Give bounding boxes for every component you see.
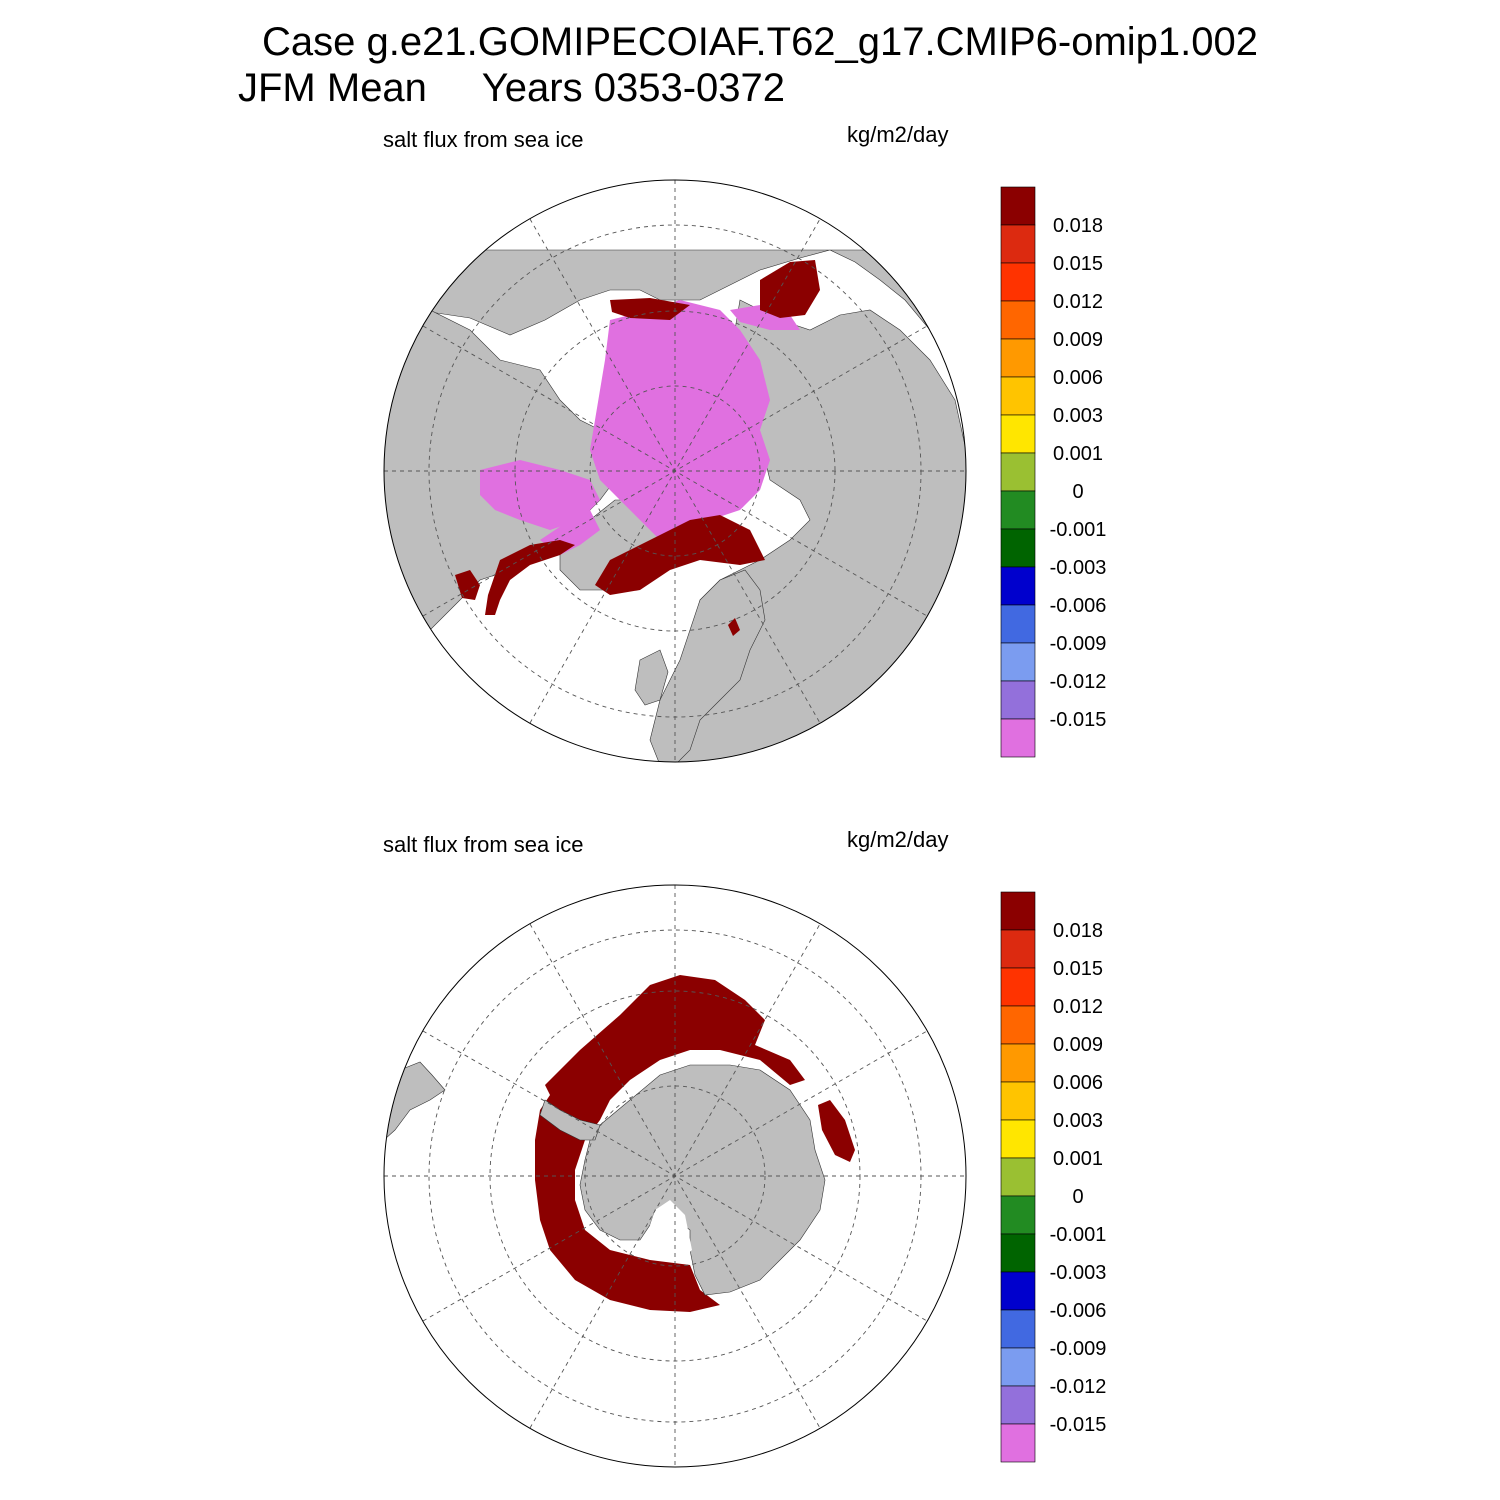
north-colorbar-swatch (1000, 604, 1036, 644)
north-colorbar-tick-label: -0.001 (1050, 519, 1107, 541)
south-colorbar-swatch (1000, 1347, 1036, 1387)
north-colorbar-swatch (1000, 300, 1036, 340)
south-colorbar-swatch (1000, 1195, 1036, 1235)
south-colorbar-tick-label: -0.012 (1050, 1376, 1107, 1398)
north-colorbar-tick-label: 0 (1072, 481, 1083, 503)
north-ice-edge-st-lawrence (455, 570, 480, 600)
south-colorbar-tick-label: -0.001 (1050, 1224, 1107, 1246)
south-colorbar-tick-label: -0.015 (1050, 1414, 1107, 1436)
south-colorbar-tick-label: -0.006 (1050, 1300, 1107, 1322)
north-colorbar-swatch (1000, 262, 1036, 302)
figure-title-line1: Case g.e21.GOMIPECOIAF.T62_g17.CMIP6-omi… (262, 20, 1259, 64)
north-colorbar-tick-label: 0.006 (1053, 367, 1103, 389)
north-colorbar-tick-label: -0.012 (1050, 671, 1107, 693)
south-colorbar-swatch (1000, 1043, 1036, 1083)
north-ice-edge-baltic (728, 618, 740, 636)
north-colorbar-tick-label: -0.006 (1050, 595, 1107, 617)
north-colorbar-swatch (1000, 338, 1036, 378)
north-colorbar-tick-label: 0.009 (1053, 329, 1103, 351)
south-colorbar-tick-label: -0.003 (1050, 1262, 1107, 1284)
south-land-antarctic-peninsula (539, 1099, 601, 1141)
north-colorbar-tick-label: 0.003 (1053, 405, 1103, 427)
north-graticule (384, 180, 966, 762)
north-hudson-bay-ice (480, 460, 600, 530)
north-panel-variable-label: salt flux from sea ice (383, 127, 584, 152)
south-colorbar-swatch (1000, 891, 1036, 931)
north-ice-edge-okhotsk (760, 260, 820, 318)
north-colorbar-swatch (1000, 680, 1036, 720)
north-colorbar-tick-label: -0.009 (1050, 633, 1107, 655)
south-colorbar-tick-label: -0.009 (1050, 1338, 1107, 1360)
south-colorbar-tick-label: 0.018 (1053, 920, 1103, 942)
south-colorbar-tick-label: 0 (1072, 1186, 1083, 1208)
south-colorbar-swatch (1000, 929, 1036, 969)
north-ice-edge-greenland-sea (595, 515, 765, 595)
north-colorbar-swatch (1000, 490, 1036, 530)
south-map-border (383, 884, 967, 1468)
north-map-border (383, 179, 967, 763)
south-colorbar-swatch (1000, 1385, 1036, 1425)
south-colorbar-swatch (1000, 1081, 1036, 1121)
north-colorbar-tick-label: 0.018 (1053, 215, 1103, 237)
south-colorbar-tick-label: 0.009 (1053, 1034, 1103, 1056)
north-colorbar-swatch (1000, 566, 1036, 606)
figure-title-line2: JFM Mean Years 0353-0372 (238, 66, 785, 110)
north-colorbar-swatch (1000, 224, 1036, 264)
north-colorbar-tick-label: -0.015 (1050, 709, 1107, 731)
south-colorbar-tick-label: 0.006 (1053, 1072, 1103, 1094)
south-sea-ice-positive-flux (535, 975, 805, 1312)
south-colorbar-swatch (1000, 1119, 1036, 1159)
south-sea-ice-indian-patch (818, 1100, 855, 1162)
north-colorbar-tick-label: 0.012 (1053, 291, 1103, 313)
north-colorbar-swatch (1000, 528, 1036, 568)
south-colorbar-swatch (1000, 967, 1036, 1007)
north-colorbar-swatch (1000, 186, 1036, 226)
south-colorbar-swatch (1000, 1271, 1036, 1311)
north-ice-edge-bering (610, 298, 690, 320)
south-colorbar-tick-label: 0.001 (1053, 1148, 1103, 1170)
north-polar-map (383, 179, 967, 763)
south-colorbar-swatch (1000, 1233, 1036, 1273)
north-panel-units-label: kg/m2/day (847, 122, 949, 147)
south-ross-ice-shelf (650, 1200, 692, 1260)
north-colorbar-tick-label: 0.015 (1053, 253, 1103, 275)
south-land-antarctica (579, 1064, 826, 1296)
north-land-eurasia (384, 249, 966, 381)
north-colorbar-tick-label: -0.003 (1050, 557, 1107, 579)
north-colorbar-swatch (1000, 642, 1036, 682)
north-colorbar-swatch (1000, 452, 1036, 492)
north-colorbar-swatch (1000, 718, 1036, 758)
north-sea-ice-negative-flux (590, 300, 770, 540)
south-colorbar: 0.018 0.015 0.012 0.009 0.006 0.003 0.001 0 -0.0… (1000, 891, 1107, 1463)
south-colorbar-swatch (1000, 1005, 1036, 1045)
north-colorbar: 0.018 0.015 0.012 0.009 0.006 0.003 0.001 0 -0.0… (1000, 186, 1107, 758)
south-colorbar-tick-label: 0.003 (1053, 1110, 1103, 1132)
south-polar-map (383, 884, 967, 1468)
north-colorbar-swatch (1000, 414, 1036, 454)
south-graticule (384, 885, 966, 1467)
south-colorbar-swatch (1000, 1157, 1036, 1197)
north-map-layers (384, 180, 966, 762)
south-panel-units-label: kg/m2/day (847, 827, 949, 852)
south-colorbar-swatch (1000, 1423, 1036, 1463)
south-colorbar-swatch (1000, 1309, 1036, 1349)
north-land-europe (649, 569, 766, 762)
north-land-british-isles (634, 649, 669, 706)
north-ice-edge-labrador (485, 540, 575, 615)
north-colorbar-swatch (1000, 376, 1036, 416)
north-okhotsk-ice (730, 305, 800, 330)
south-panel-variable-label: salt flux from sea ice (383, 832, 584, 857)
south-colorbar-tick-label: 0.015 (1053, 958, 1103, 980)
south-colorbar-tick-label: 0.012 (1053, 996, 1103, 1018)
north-colorbar-tick-label: 0.001 (1053, 443, 1103, 465)
